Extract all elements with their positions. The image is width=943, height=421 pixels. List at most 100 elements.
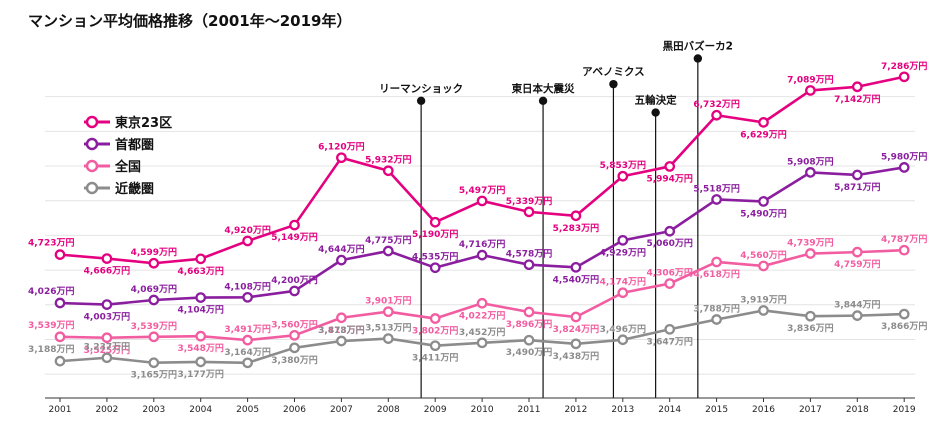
data-point [148,257,160,269]
data-label: 4,174万円 [600,277,646,288]
data-point [523,334,535,346]
data-point [476,195,488,207]
data-label: 3,539万円 [28,320,74,331]
data-point [898,71,910,83]
data-point [54,331,66,343]
data-point [617,287,629,299]
x-tick-label-2008: 2008 [377,405,400,415]
data-point [54,355,66,367]
legend-label-2: 全国 [114,159,141,175]
data-label: 3,919万円 [740,294,786,305]
data-point [570,261,582,273]
data-label: 4,104万円 [177,305,223,316]
series-lines [54,71,910,369]
data-label: 3,901万円 [365,296,411,307]
data-point [382,333,394,344]
data-point [523,306,535,318]
event-dot-2 [609,79,618,89]
data-label: 3,866万円 [881,321,927,332]
data-point [570,338,582,350]
data-label: 3,896万円 [506,319,552,330]
data-label: 4,540万円 [553,274,599,285]
event-dot-3 [651,108,660,117]
event-dot-0 [416,96,426,105]
data-point [148,357,160,369]
data-label: 5,518万円 [693,183,739,194]
data-label: 7,286万円 [881,61,927,72]
data-label: 4,618万円 [693,269,739,280]
x-tick-label-2003: 2003 [142,405,165,415]
legend-marker-2 [85,159,99,173]
data-point [336,152,347,164]
data-label: 5,060万円 [646,238,692,249]
data-point [805,85,816,96]
data-label: 3,490万円 [506,347,552,358]
data-label: 3,813万円 [318,325,364,336]
data-point [289,342,300,354]
data-label: 3,525万円 [84,345,130,356]
data-point [711,256,722,268]
x-tick-label-2001: 2001 [49,405,72,415]
data-point [805,167,816,178]
event-label-3: 五輪決定 [635,94,677,107]
data-label: 3,539万円 [131,321,177,332]
data-point [570,311,582,323]
data-point [101,332,113,344]
data-label: 5,339万円 [506,196,552,207]
data-point [898,308,910,320]
event-dot-1 [538,96,548,105]
data-point [382,165,394,177]
data-point [429,262,441,274]
data-point [711,314,722,325]
chart-title: マンション平均価格推移（2001年〜2019年） [28,12,352,30]
data-label: 3,411万円 [412,353,458,364]
data-label: 3,165万円 [131,370,177,381]
data-label: 4,644万円 [318,244,364,255]
data-point [242,334,253,346]
event-label-4: 黒田バズーカ2 [663,39,733,52]
data-point [148,294,160,306]
event-dot-4 [693,54,703,63]
data-point [195,330,207,342]
data-label: 3,496万円 [600,324,646,335]
data-label: 3,647万円 [646,336,692,347]
data-point [476,249,488,261]
legend-label-1: 首都圏 [115,137,154,153]
data-label: 5,871万円 [834,182,880,193]
data-point [336,312,347,324]
data-point [617,334,629,346]
data-label: 3,836万円 [787,323,833,334]
data-point [851,81,863,93]
data-point [195,356,207,368]
data-label: 5,497万円 [459,185,505,196]
data-label: 6,732万円 [693,99,739,110]
data-point [101,352,113,364]
x-tick-label-2007: 2007 [330,405,353,415]
data-label: 4,599万円 [131,247,177,258]
data-point [195,253,207,265]
data-point [242,235,253,247]
data-point [148,331,160,343]
data-label: 6,629万円 [740,129,786,140]
data-label: 3,560万円 [271,319,317,330]
x-tick-label-2013: 2013 [611,405,634,415]
data-point [664,161,676,172]
data-point [664,278,676,289]
x-tick-label-2019: 2019 [893,405,916,415]
x-tick-label-2017: 2017 [799,405,822,415]
data-label: 4,022万円 [459,310,505,321]
data-point [195,292,207,303]
data-point [805,248,816,259]
data-point [758,196,769,207]
data-point [523,259,535,271]
legend-marker-0 [85,115,99,129]
data-point [898,162,910,173]
legend-marker-3 [85,181,99,195]
data-label: 5,190万円 [412,229,458,240]
data-label: 3,164万円 [224,347,270,358]
event-label-0: リーマンショック [379,83,463,95]
data-point [523,206,535,218]
